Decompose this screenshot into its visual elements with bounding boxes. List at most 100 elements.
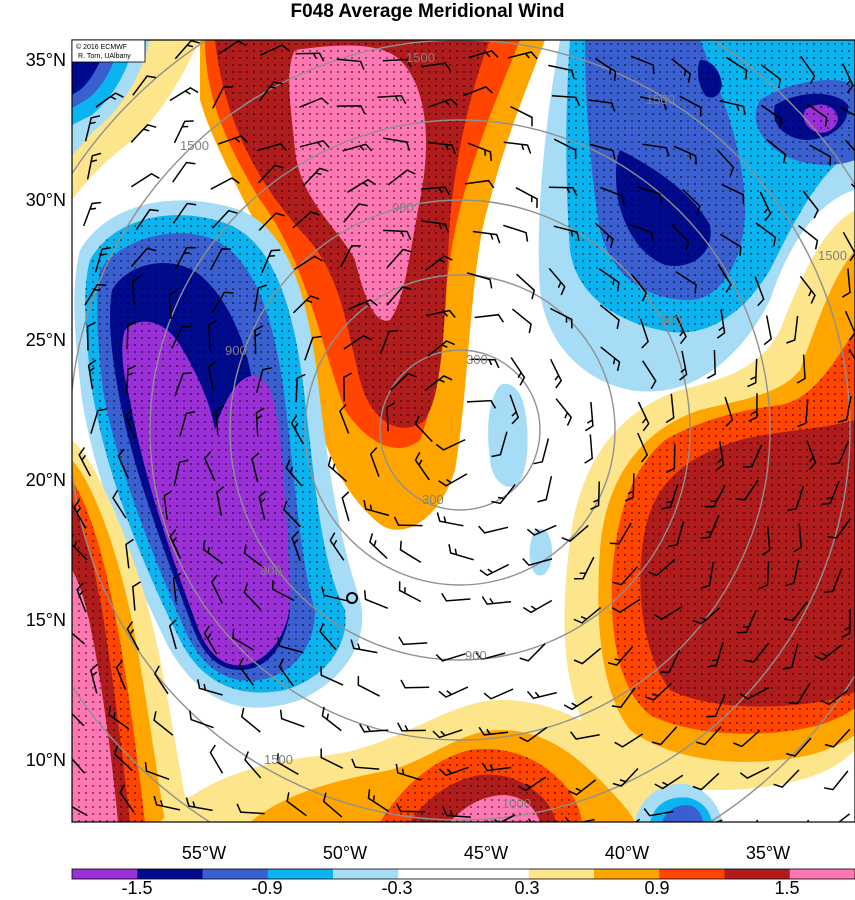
wind-barb bbox=[584, 434, 593, 464]
wind-barb bbox=[478, 726, 509, 736]
wind-barb bbox=[125, 365, 137, 394]
colorbar-label: 0.3 bbox=[514, 878, 539, 898]
wind-barb bbox=[510, 357, 526, 386]
wind-barb bbox=[528, 818, 558, 822]
wind-barb bbox=[119, 784, 135, 813]
contour-label: 300 bbox=[466, 352, 488, 367]
wind-barb bbox=[599, 304, 620, 330]
wind-barb bbox=[174, 40, 200, 60]
wind-barb bbox=[436, 512, 464, 527]
wind-barb bbox=[574, 556, 595, 580]
wind-barb bbox=[758, 560, 770, 590]
wind-barb bbox=[584, 401, 594, 432]
wind-barb bbox=[400, 679, 430, 689]
wind-barb bbox=[636, 186, 663, 203]
wind-barb bbox=[470, 358, 500, 369]
wind-barb bbox=[320, 748, 344, 769]
wind-barb bbox=[715, 441, 725, 471]
wind-barb bbox=[671, 224, 690, 251]
wind-barb bbox=[637, 432, 649, 463]
wind-barb bbox=[783, 600, 808, 622]
wind-barb bbox=[800, 55, 816, 85]
wind-barb bbox=[628, 223, 654, 242]
wind-barb bbox=[367, 789, 390, 812]
wind-barb bbox=[72, 746, 86, 774]
wind-barb bbox=[427, 340, 456, 357]
colorbar-swatch bbox=[463, 869, 530, 879]
wind-barb bbox=[607, 646, 633, 666]
colorbar-labels: -1.5 -0.9 -0.3 0.3 0.9 1.5 bbox=[121, 878, 799, 898]
wind-barb bbox=[773, 769, 800, 788]
wind-barb bbox=[327, 456, 348, 482]
wind-barb bbox=[645, 682, 672, 701]
wind-barb bbox=[755, 819, 759, 822]
wind-barb bbox=[550, 307, 573, 329]
wind-barb bbox=[435, 653, 466, 662]
wind-barb bbox=[382, 58, 412, 68]
wind-barb bbox=[432, 729, 463, 739]
wind-barb bbox=[742, 444, 763, 468]
lat-tick-label: 25°N bbox=[26, 330, 66, 350]
wind-barb bbox=[830, 440, 850, 465]
lon-tick-label: 35°W bbox=[746, 843, 790, 863]
wind-barb bbox=[260, 44, 290, 56]
wind-barb bbox=[238, 657, 255, 686]
wind-barb bbox=[651, 726, 678, 746]
lat-tick-label: 20°N bbox=[26, 470, 66, 490]
wind-barb bbox=[320, 666, 344, 686]
wind-barb bbox=[472, 230, 501, 244]
wind-barb bbox=[798, 225, 819, 250]
wind-barb bbox=[590, 481, 601, 510]
wind-barb bbox=[173, 120, 194, 144]
wind-barb bbox=[369, 446, 380, 477]
wind-barb bbox=[174, 246, 196, 270]
wind-barb bbox=[761, 526, 771, 556]
wind-barb bbox=[290, 415, 304, 445]
wind-barb bbox=[132, 581, 141, 611]
contour-label: 900 bbox=[660, 313, 682, 328]
lon-tick-label: 50°W bbox=[323, 843, 367, 863]
wind-barb bbox=[130, 247, 157, 267]
contour-label: 1500 bbox=[264, 752, 293, 767]
wind-barb bbox=[692, 607, 720, 625]
wind-barb bbox=[706, 349, 716, 379]
wind-barb bbox=[168, 619, 177, 650]
wind-barb bbox=[278, 658, 295, 687]
wind-barb bbox=[82, 201, 102, 227]
wind-barb bbox=[254, 325, 264, 355]
wind-barb bbox=[351, 758, 380, 770]
wind-barb bbox=[760, 104, 782, 128]
wind-barb bbox=[172, 202, 197, 224]
wind-barb bbox=[519, 726, 548, 743]
wind-barb bbox=[399, 540, 422, 564]
wind-barb bbox=[464, 179, 495, 189]
wind-barb bbox=[258, 490, 267, 521]
wind-barb bbox=[537, 476, 553, 503]
wind-barb bbox=[548, 186, 578, 197]
lon-tick-label: 45°W bbox=[464, 843, 508, 863]
wind-barb bbox=[820, 689, 849, 706]
wind-barb bbox=[387, 169, 416, 186]
wind-barb bbox=[509, 394, 520, 425]
contour-label: 1500 bbox=[406, 50, 435, 65]
wind-barb bbox=[598, 268, 620, 292]
wind-barb bbox=[806, 103, 828, 127]
wind-barb bbox=[386, 286, 412, 306]
wind-barb bbox=[642, 360, 657, 390]
colorbar bbox=[71, 868, 855, 880]
wind-barb bbox=[526, 690, 557, 700]
wind-barb bbox=[675, 271, 697, 294]
wind-barb bbox=[802, 190, 819, 219]
wind-barb bbox=[797, 399, 809, 428]
credit-line-2: R. Torn, UAlbany bbox=[78, 53, 131, 60]
wind-barb bbox=[319, 622, 337, 650]
wind-barb bbox=[551, 94, 581, 106]
wind-barb bbox=[823, 568, 843, 593]
wind-barb bbox=[377, 95, 407, 104]
wind-barb bbox=[130, 172, 160, 188]
wind-barb bbox=[163, 490, 173, 520]
wind-barb bbox=[89, 663, 98, 694]
wind-barb bbox=[255, 407, 265, 437]
wind-barb bbox=[721, 183, 745, 204]
